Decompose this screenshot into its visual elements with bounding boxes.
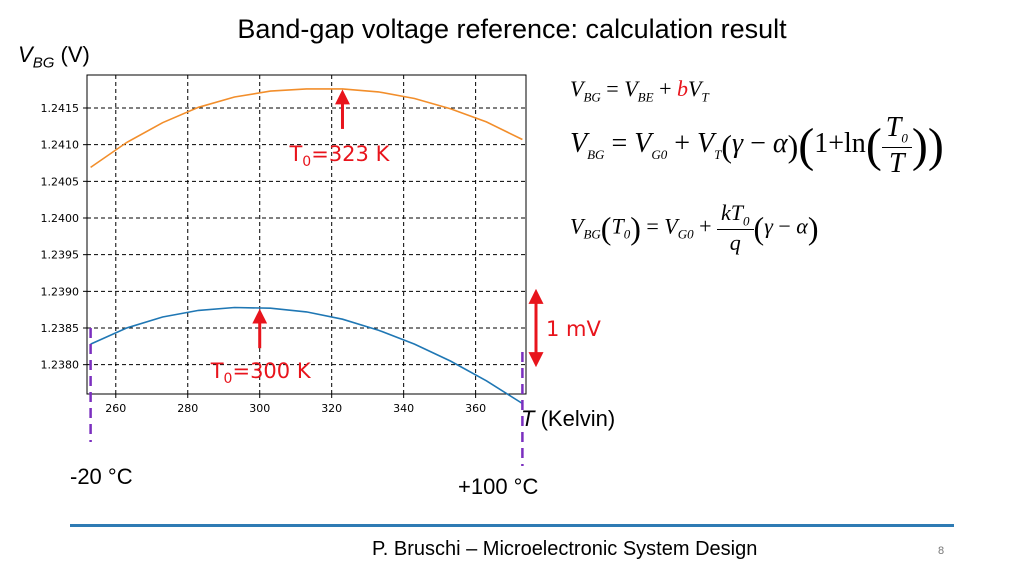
celsius-low-label: -20 °C — [70, 464, 133, 489]
ylabel-subscript: BG — [32, 54, 55, 72]
x-tick-label: 300 — [249, 402, 270, 415]
kt-over-q-fraction: kT0 q — [717, 200, 754, 256]
equation-1: VBG = VBE + bVT — [570, 76, 709, 105]
x-tick-label: 320 — [321, 402, 342, 415]
page-number: 8 — [938, 545, 945, 557]
x-tick-label: 280 — [177, 402, 198, 415]
range-label: 1 mV — [546, 317, 601, 341]
x-axis-label: T (Kelvin) — [521, 406, 615, 432]
series-line-blue — [90, 306, 523, 405]
equation-2: VBG = VG0 + VT(γ − α)(1+ln(T0 T)) — [570, 112, 944, 180]
footer-text: P. Bruschi – Microelectronic System Desi… — [372, 538, 758, 560]
t0-323-label: T0=323 K — [288, 142, 390, 170]
ylabel-symbol: V — [18, 42, 33, 67]
xlabel-unit: (Kelvin) — [540, 406, 616, 431]
plot-frame — [86, 74, 527, 395]
y-tick-label: 1.2400 — [41, 212, 80, 225]
slide-title: Band-gap voltage reference: calculation … — [237, 14, 787, 44]
t0-300-label: T0=300 K — [210, 359, 312, 387]
series-line-orange — [90, 88, 523, 169]
y-tick-label: 1.2395 — [41, 249, 80, 262]
x-tick-label: 340 — [393, 402, 414, 415]
x-tick-label: 360 — [465, 402, 486, 415]
y-tick-label: 1.2385 — [41, 322, 80, 335]
ylabel-unit: (V) — [60, 42, 90, 67]
y-axis-label: VBG (V) — [18, 42, 90, 71]
y-tick-label: 1.2405 — [41, 175, 80, 188]
y-tick-label: 1.2390 — [41, 285, 80, 298]
y-tick-label: 1.2380 — [41, 359, 80, 372]
footer-divider — [70, 524, 954, 527]
y-tick-label: 1.2410 — [41, 139, 80, 152]
ratio-fraction: T0 T — [881, 112, 912, 180]
b-coefficient: b — [676, 76, 688, 101]
x-tick-label: 260 — [105, 402, 126, 415]
equation-3: VBG(T0) = VG0 + kT0 q (γ − α) — [570, 200, 819, 256]
celsius-high-label: +100 °C — [458, 474, 539, 499]
xlabel-symbol: T — [521, 406, 535, 431]
y-tick-label: 1.2415 — [41, 102, 80, 115]
